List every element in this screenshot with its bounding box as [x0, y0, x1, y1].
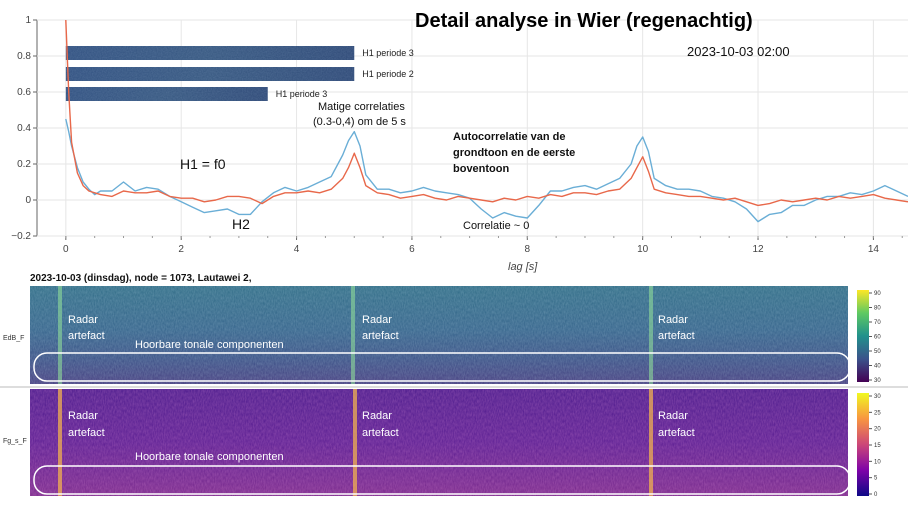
radar-line-2a: [58, 389, 62, 496]
y-tick-label: 0.4: [17, 123, 31, 134]
panel-2-artefact-1a: Radar: [68, 410, 98, 422]
colorbar-2-ticks: 30 25 20 15 10 5 0: [869, 394, 881, 498]
colorbar-tick-label: 20: [874, 427, 881, 433]
x-axis-label: lag [s]: [508, 261, 538, 273]
panel-1-artefact-2b: artefact: [362, 330, 399, 342]
chart-title: Detail analyse in Wier (regenachtig): [415, 10, 753, 32]
panel-2-label: Fg_s_F: [3, 438, 27, 445]
period-bar-texture: [65, 87, 268, 101]
colorbar-tick-label: 25: [874, 410, 881, 416]
colorbar-tick-label: 30: [874, 394, 881, 400]
panel-2-box-label: Hoorbare tonale componenten: [135, 451, 284, 463]
x-tick-label: 8: [525, 244, 531, 255]
x-tick-label: 10: [637, 244, 649, 255]
colorbar-tick-label: 40: [874, 364, 881, 370]
x-tick-label: 12: [752, 244, 764, 255]
y-tick-labels: −0.2 0 0.2 0.4 0.6 0.8 1: [11, 15, 37, 242]
annotation-h1: H1 = f0: [180, 156, 226, 172]
x-tick-label: 4: [294, 244, 300, 255]
colorbar-1: [857, 290, 869, 382]
annotation-matige-1: Matige correlaties: [318, 101, 405, 113]
spectrogram-section: 2023-10-03 (dinsdag), node = 1073, Lauta…: [0, 273, 908, 498]
colorbar-tick-label: 80: [874, 306, 881, 312]
spectrogram-title: 2023-10-03 (dinsdag), node = 1073, Lauta…: [30, 273, 252, 284]
spectrogram-panel-edb: EdB_F Radar artefact Radar artefact Rada…: [3, 286, 881, 384]
radar-line-1c: [649, 286, 653, 384]
chart-datetime: 2023-10-03 02:00: [687, 44, 790, 59]
x-tick-labels: 0 2 4 6 8 10 12 14: [63, 236, 903, 255]
annotation-h2: H2: [232, 216, 250, 232]
colorbar-tick-label: 50: [874, 349, 881, 355]
period-bar-texture: [65, 67, 355, 81]
panel-2-artefact-3a: Radar: [658, 410, 688, 422]
period-bars: H1 periode 3 H1 periode 2 H1 periode 3: [65, 46, 414, 101]
y-tick-label: 0.2: [17, 159, 31, 170]
radar-line-2b: [353, 389, 357, 496]
period-bar-label: H1 periode 3: [362, 48, 414, 58]
colorbar-tick-label: 30: [874, 378, 881, 384]
panel-1-artefact-2a: Radar: [362, 314, 392, 326]
radar-line-2c: [649, 389, 653, 496]
panel-2-artefact-2a: Radar: [362, 410, 392, 422]
panel-1-label: EdB_F: [3, 335, 24, 342]
colorbar-tick-label: 10: [874, 459, 881, 465]
panel-2-highlight-box: [33, 465, 851, 495]
annotation-correlatie: Correlatie ~ 0: [463, 220, 529, 232]
series-lines: [65, 20, 908, 223]
series-line-2: [65, 20, 908, 207]
spectrogram-panel-fg: Fg_s_F Radar artefact Radar artefact Rad…: [3, 389, 881, 498]
y-tick-label: 0.8: [17, 51, 31, 62]
x-tick-label: 0: [63, 244, 69, 255]
series-line-1: [65, 118, 908, 223]
panel-1-box-label: Hoorbare tonale componenten: [135, 339, 284, 351]
x-tick-label: 6: [409, 244, 415, 255]
x-tick-label: 14: [868, 244, 880, 255]
y-tick-label: −0.2: [11, 231, 31, 242]
panel-1-artefact-1b: artefact: [68, 330, 105, 342]
radar-line-1a: [58, 286, 62, 384]
panel-2-artefact-1b: artefact: [68, 427, 105, 439]
panel-1-artefact-3b: artefact: [658, 330, 695, 342]
radar-line-1b: [351, 286, 355, 384]
panel-1-highlight-box: [33, 352, 851, 382]
period-bar-texture: [65, 46, 355, 60]
colorbar-tick-label: 5: [874, 476, 878, 482]
annotation-matige-2: (0.3-0,4) om de 5 s: [313, 116, 406, 128]
annotation-auto-1: Autocorrelatie van de: [453, 131, 565, 143]
y-tick-label: 0.6: [17, 87, 31, 98]
period-bar-label: H1 periode 3: [276, 89, 328, 99]
colorbar-1-ticks: 90 80 70 60 50 40 30: [869, 291, 881, 384]
colorbar-tick-label: 70: [874, 320, 881, 326]
colorbar-tick-label: 0: [874, 492, 878, 498]
colorbar-tick-label: 90: [874, 291, 881, 297]
annotation-auto-3: boventoon: [453, 163, 509, 175]
panel-2-artefact-3b: artefact: [658, 427, 695, 439]
colorbar-2: [857, 393, 869, 496]
panel-1-artefact-3a: Radar: [658, 314, 688, 326]
panel-2-artefact-2b: artefact: [362, 427, 399, 439]
colorbar-tick-label: 60: [874, 335, 881, 341]
colorbar-tick-label: 15: [874, 443, 881, 449]
annotation-auto-2: grondtoon en de eerste: [453, 147, 575, 159]
period-bar-label: H1 periode 2: [362, 69, 414, 79]
y-tick-label: 0: [25, 195, 31, 206]
autocorrelation-chart: −0.2 0 0.2 0.4 0.6 0.8 1 0 2 4 6 8 10 12 14 H1 period…: [11, 10, 908, 273]
spectrogram-2-noise: [30, 389, 848, 496]
x-tick-label: 2: [178, 244, 184, 255]
spectrogram-1-noise: [30, 286, 848, 384]
y-tick-label: 1: [25, 15, 31, 26]
panel-1-artefact-1a: Radar: [68, 314, 98, 326]
